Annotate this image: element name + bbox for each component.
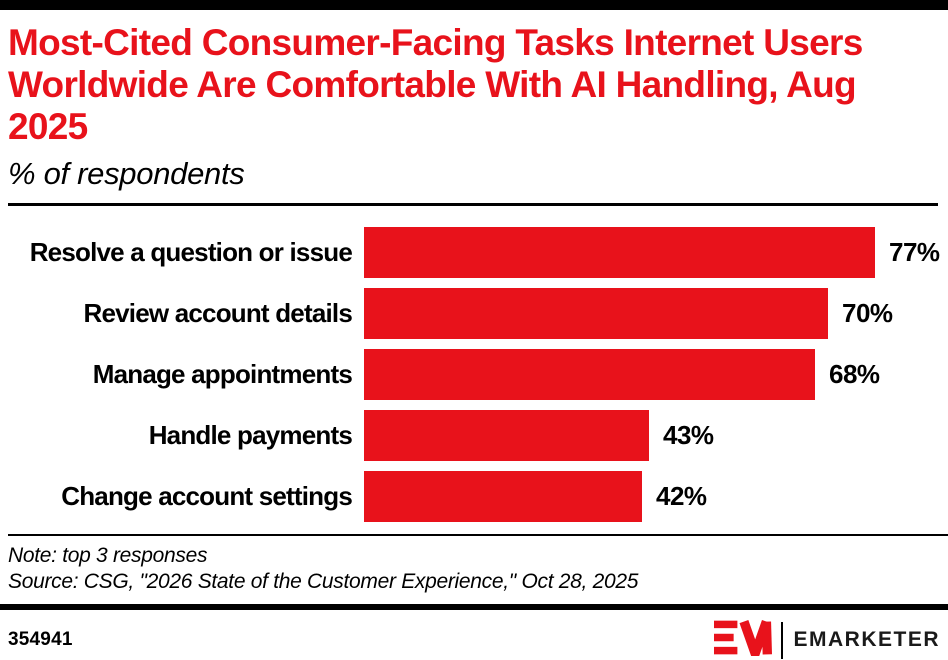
bar (364, 227, 875, 278)
bar-row: Manage appointments 68% (8, 349, 948, 400)
bar-area: 77% (364, 227, 948, 278)
value-label: 42% (656, 481, 707, 511)
chart-subtitle: % of respondents (8, 156, 245, 191)
value-label: 77% (889, 237, 940, 267)
bar-area: 43% (364, 410, 948, 461)
chart-title: Most-Cited Consumer-Facing Tasks Interne… (8, 22, 863, 147)
bar (364, 471, 642, 522)
value-label: 68% (829, 359, 880, 389)
bar-row: Handle payments 43% (8, 410, 948, 461)
bar-row: Resolve a question or issue 77% (8, 227, 948, 278)
footer: 354941 EMARKETER (0, 610, 948, 660)
category-label: Manage appointments (92, 359, 353, 389)
note-text: Note: top 3 responses (8, 544, 208, 567)
top-black-bar (0, 0, 948, 10)
header-divider (8, 203, 938, 206)
bar-row: Review account details 70% (8, 288, 948, 339)
chart-bottom-divider (8, 534, 948, 536)
footer-black-bar (0, 604, 948, 610)
brand-name: EMARKETER (793, 628, 940, 651)
bar-area: 42% (364, 471, 948, 522)
bar-area: 68% (364, 349, 948, 400)
source-text: Source: CSG, "2026 State of the Customer… (8, 570, 639, 593)
category-label: Review account details (83, 298, 352, 328)
emarketer-monogram-icon (714, 619, 773, 660)
chart-header: Most-Cited Consumer-Facing Tasks Interne… (0, 10, 948, 206)
footnotes: Note: top 3 responses Source: CSG, "2026… (0, 536, 948, 604)
bar (364, 349, 815, 400)
value-label: 70% (842, 298, 893, 328)
bar-chart: Resolve a question or issue 77% Review a… (0, 206, 948, 536)
category-label: Change account settings (61, 481, 353, 511)
bar-row: Change account settings 42% (8, 471, 948, 522)
category-label: Handle payments (148, 420, 353, 450)
value-label: 43% (663, 420, 714, 450)
category-label: Resolve a question or issue (29, 237, 353, 267)
bar-area: 70% (364, 288, 948, 339)
bar (364, 410, 649, 461)
logo-divider (781, 621, 784, 659)
bar (364, 288, 828, 339)
chart-id: 354941 (8, 629, 73, 650)
emarketer-logo: EMARKETER (714, 619, 940, 660)
